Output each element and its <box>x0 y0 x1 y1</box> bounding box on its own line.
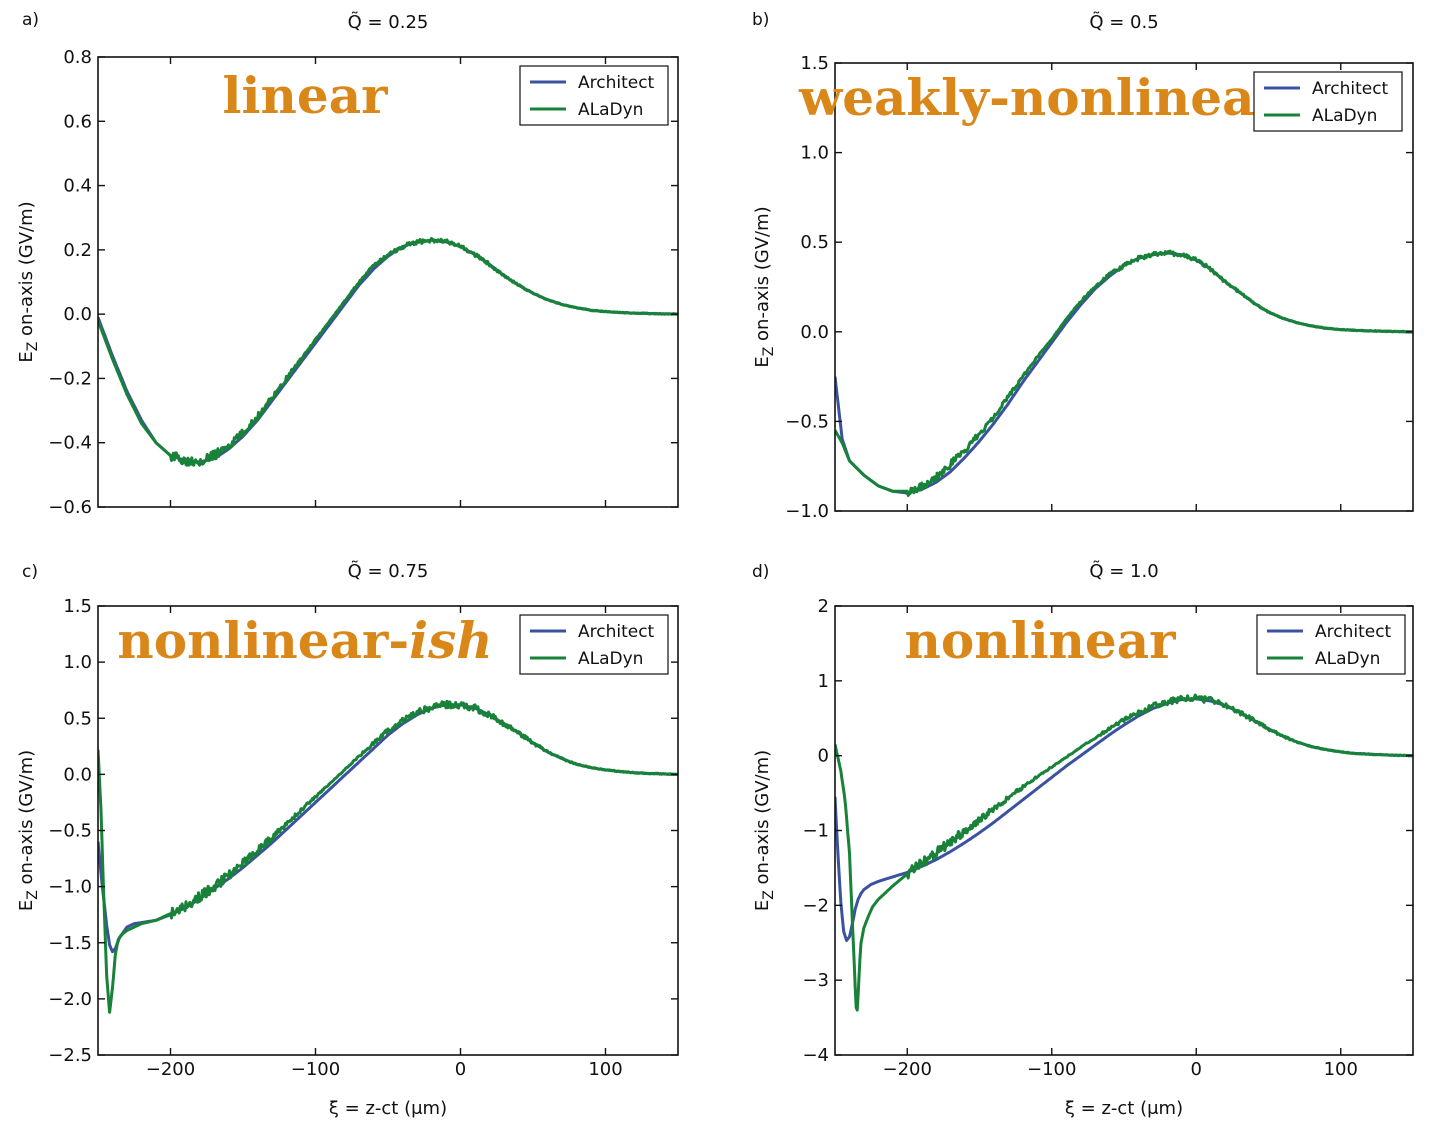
y-tick-label: 1 <box>818 671 829 692</box>
legend-entry-architect: Architect <box>1315 622 1392 642</box>
y-tick-label: 1.5 <box>63 596 92 617</box>
panel-label: c) <box>22 562 38 582</box>
plot-frame <box>97 56 679 508</box>
x-tick-label: −100 <box>291 1059 340 1080</box>
y-tick-label: −1.0 <box>48 877 92 898</box>
x-tick-label: −200 <box>146 1059 195 1080</box>
legend-entry-architect: Architect <box>1312 79 1389 99</box>
y-axis-label: EZ on-axis (GV/m) <box>16 750 41 911</box>
x-tick-label: 100 <box>588 1059 622 1080</box>
legend-entry-aladyn: ALaDyn <box>1312 106 1377 126</box>
regime-text: nonlinear <box>905 611 1177 670</box>
panel-label: b) <box>752 10 769 30</box>
series-line-architect <box>835 251 1413 495</box>
x-axis-label: ξ = z-ct (μm) <box>329 1098 447 1119</box>
regime-text: nonlinear- <box>117 611 409 670</box>
legend-entry-architect: Architect <box>578 73 655 93</box>
chart-panel-c: c) Q̃ = 0.75 −2.5 −2.0 −1.5 −1.0 −0.5 0.0 0.5 1.0… <box>16 561 679 1119</box>
x-tick-label: 0 <box>1191 1059 1202 1080</box>
chart-panel-a: a) Q̃ = 0.25 −0.6 −0.4 −0.2 0.0 0.2 0.4 0.6 0.8 EZ… <box>16 10 679 518</box>
y-tick-label: 1.0 <box>800 143 829 164</box>
y-axis-label: EZ on-axis (GV/m) <box>752 750 777 911</box>
legend: Architect ALaDyn <box>1253 71 1403 132</box>
legend: Architect ALaDyn <box>519 614 669 675</box>
legend-entry-architect: Architect <box>578 622 655 642</box>
legend-entry-aladyn: ALaDyn <box>578 649 643 669</box>
y-tick-label: 1.5 <box>800 53 829 74</box>
y-tick-label: −1.0 <box>785 501 829 522</box>
y-tick-label: −2.0 <box>48 989 92 1010</box>
panel-label: a) <box>22 10 39 30</box>
chart-panel-d: d) Q̃ = 1.0 −4 −3 −2 −1 0 1 2 −200 −100 0 100 ξ = z-c… <box>752 561 1414 1119</box>
legend-box <box>519 65 669 126</box>
legend-box <box>519 614 669 675</box>
y-tick-label: −0.2 <box>48 368 92 389</box>
y-tick-label: 0.6 <box>63 111 92 132</box>
x-tick-label: 0 <box>455 1059 466 1080</box>
x-tick-label: −200 <box>883 1059 932 1080</box>
y-tick-label: 0.0 <box>63 304 92 325</box>
regime-text: weakly-nonlinear <box>798 68 1281 127</box>
panel-label: d) <box>752 562 769 582</box>
y-tick-label: 0.5 <box>800 232 829 253</box>
y-tick-label: −1 <box>802 821 829 842</box>
y-tick-label: 0.0 <box>800 322 829 343</box>
x-tick-label: 100 <box>1324 1059 1358 1080</box>
panel-title: Q̃ = 1.0 <box>1089 561 1158 582</box>
x-axis-label: ξ = z-ct (μm) <box>1065 1098 1183 1119</box>
series-line-architect <box>98 703 678 954</box>
legend: Architect ALaDyn <box>1256 614 1406 675</box>
y-tick-label: 0.4 <box>63 176 92 197</box>
plot-frame <box>834 62 1414 512</box>
legend: Architect ALaDyn <box>519 65 669 126</box>
y-tick-label: 0 <box>818 746 829 767</box>
y-tick-label: −0.6 <box>48 497 92 518</box>
series-line-aladyn <box>835 693 1413 1012</box>
chart-panel-b: b) Q̃ = 0.5 −1.0 −0.5 0.0 0.5 1.0 1.5 EZ on-axis… <box>752 10 1414 522</box>
y-tick-label: −2.5 <box>48 1045 92 1066</box>
y-axis-label: EZ on-axis (GV/m) <box>16 201 41 362</box>
y-tick-label: −2 <box>802 895 829 916</box>
regime-text: linear <box>223 66 389 125</box>
series-line-architect <box>98 238 678 464</box>
panel-title: Q̃ = 0.25 <box>348 12 429 33</box>
legend-box <box>1256 614 1406 675</box>
series-line-architect <box>835 697 1413 942</box>
regime-text-italic: ish <box>409 611 493 670</box>
y-tick-label: −0.5 <box>48 821 92 842</box>
y-tick-label: 0.8 <box>63 47 92 68</box>
panel-title: Q̃ = 0.5 <box>1089 12 1158 33</box>
y-axis-label: EZ on-axis (GV/m) <box>752 206 777 367</box>
y-tick-label: −4 <box>802 1045 829 1066</box>
panel-title: Q̃ = 0.75 <box>348 561 429 582</box>
y-tick-label: 0.0 <box>63 764 92 785</box>
y-tick-label: −1.5 <box>48 933 92 954</box>
y-tick-label: 0.2 <box>63 240 92 261</box>
regime-label: linear <box>223 66 389 125</box>
y-tick-label: −3 <box>802 970 829 991</box>
regime-label: nonlinear <box>905 611 1177 670</box>
x-tick-label: −100 <box>1027 1059 1076 1080</box>
y-tick-label: 0.5 <box>63 708 92 729</box>
y-tick-label: −0.5 <box>785 411 829 432</box>
y-tick-label: −0.4 <box>48 433 92 454</box>
legend-box <box>1253 71 1403 132</box>
regime-label: weakly-nonlinear <box>798 68 1281 127</box>
regime-label: nonlinear-ish <box>117 611 492 670</box>
y-tick-label: 1.0 <box>63 652 92 673</box>
series-line-aladyn <box>98 699 678 1014</box>
legend-entry-aladyn: ALaDyn <box>1315 649 1380 669</box>
y-tick-label: 2 <box>818 596 829 617</box>
series-line-aladyn <box>835 249 1413 497</box>
legend-entry-aladyn: ALaDyn <box>578 100 643 120</box>
series-line-aladyn <box>98 236 678 467</box>
